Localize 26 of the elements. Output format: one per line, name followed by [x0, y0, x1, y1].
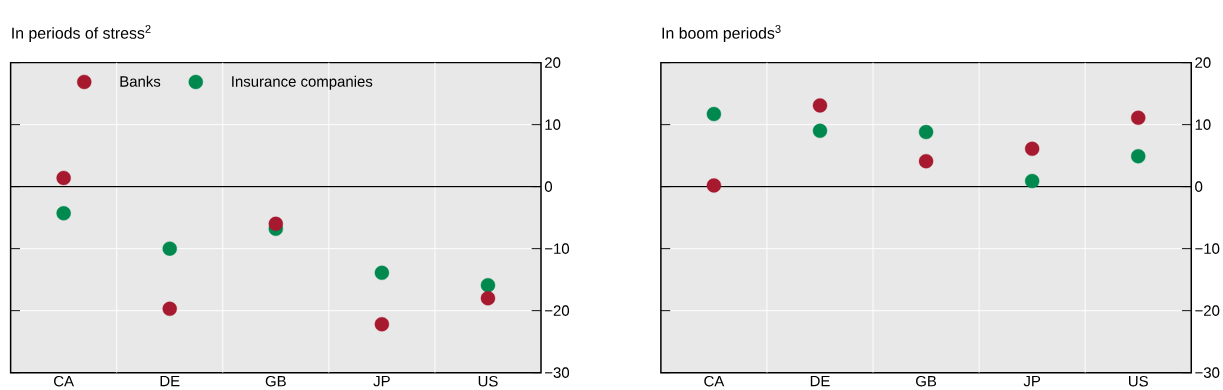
legend-label: Insurance companies [232, 76, 373, 90]
y-tick-label: 0 [1195, 181, 1203, 193]
legend-label: Banks [120, 76, 161, 87]
y-tick-label: −20 [545, 305, 570, 317]
x-tick-label: US [478, 376, 498, 387]
y-tick-label: 20 [545, 57, 561, 69]
y-tick-label: 20 [1195, 57, 1211, 69]
x-tick-label: JP [373, 376, 390, 387]
y-tick-label: −10 [1195, 243, 1220, 255]
y-tick-label: 10 [545, 119, 561, 131]
x-tick-label: GB [916, 376, 937, 387]
y-tick-label: 10 [1195, 119, 1211, 131]
y-tick-label: −10 [545, 243, 570, 255]
x-tick-label: GB [265, 376, 286, 387]
x-tick-label: JP [1023, 376, 1041, 387]
chart-title: In boom periods$^{3}$ [662, 25, 781, 43]
x-tick-label: DE [160, 376, 180, 387]
x-tick-label: US [1129, 376, 1148, 387]
y-tick-label: −20 [1195, 305, 1220, 317]
x-tick-label: DE [810, 376, 830, 387]
chart-title: In periods of stress$^{2}$ [12, 25, 151, 43]
y-tick-label: −30 [545, 367, 570, 379]
x-tick-label: CA [54, 376, 74, 387]
x-tick-label: CA [704, 376, 725, 387]
y-tick-label: −30 [1195, 367, 1220, 379]
y-tick-label: 0 [544, 181, 553, 193]
